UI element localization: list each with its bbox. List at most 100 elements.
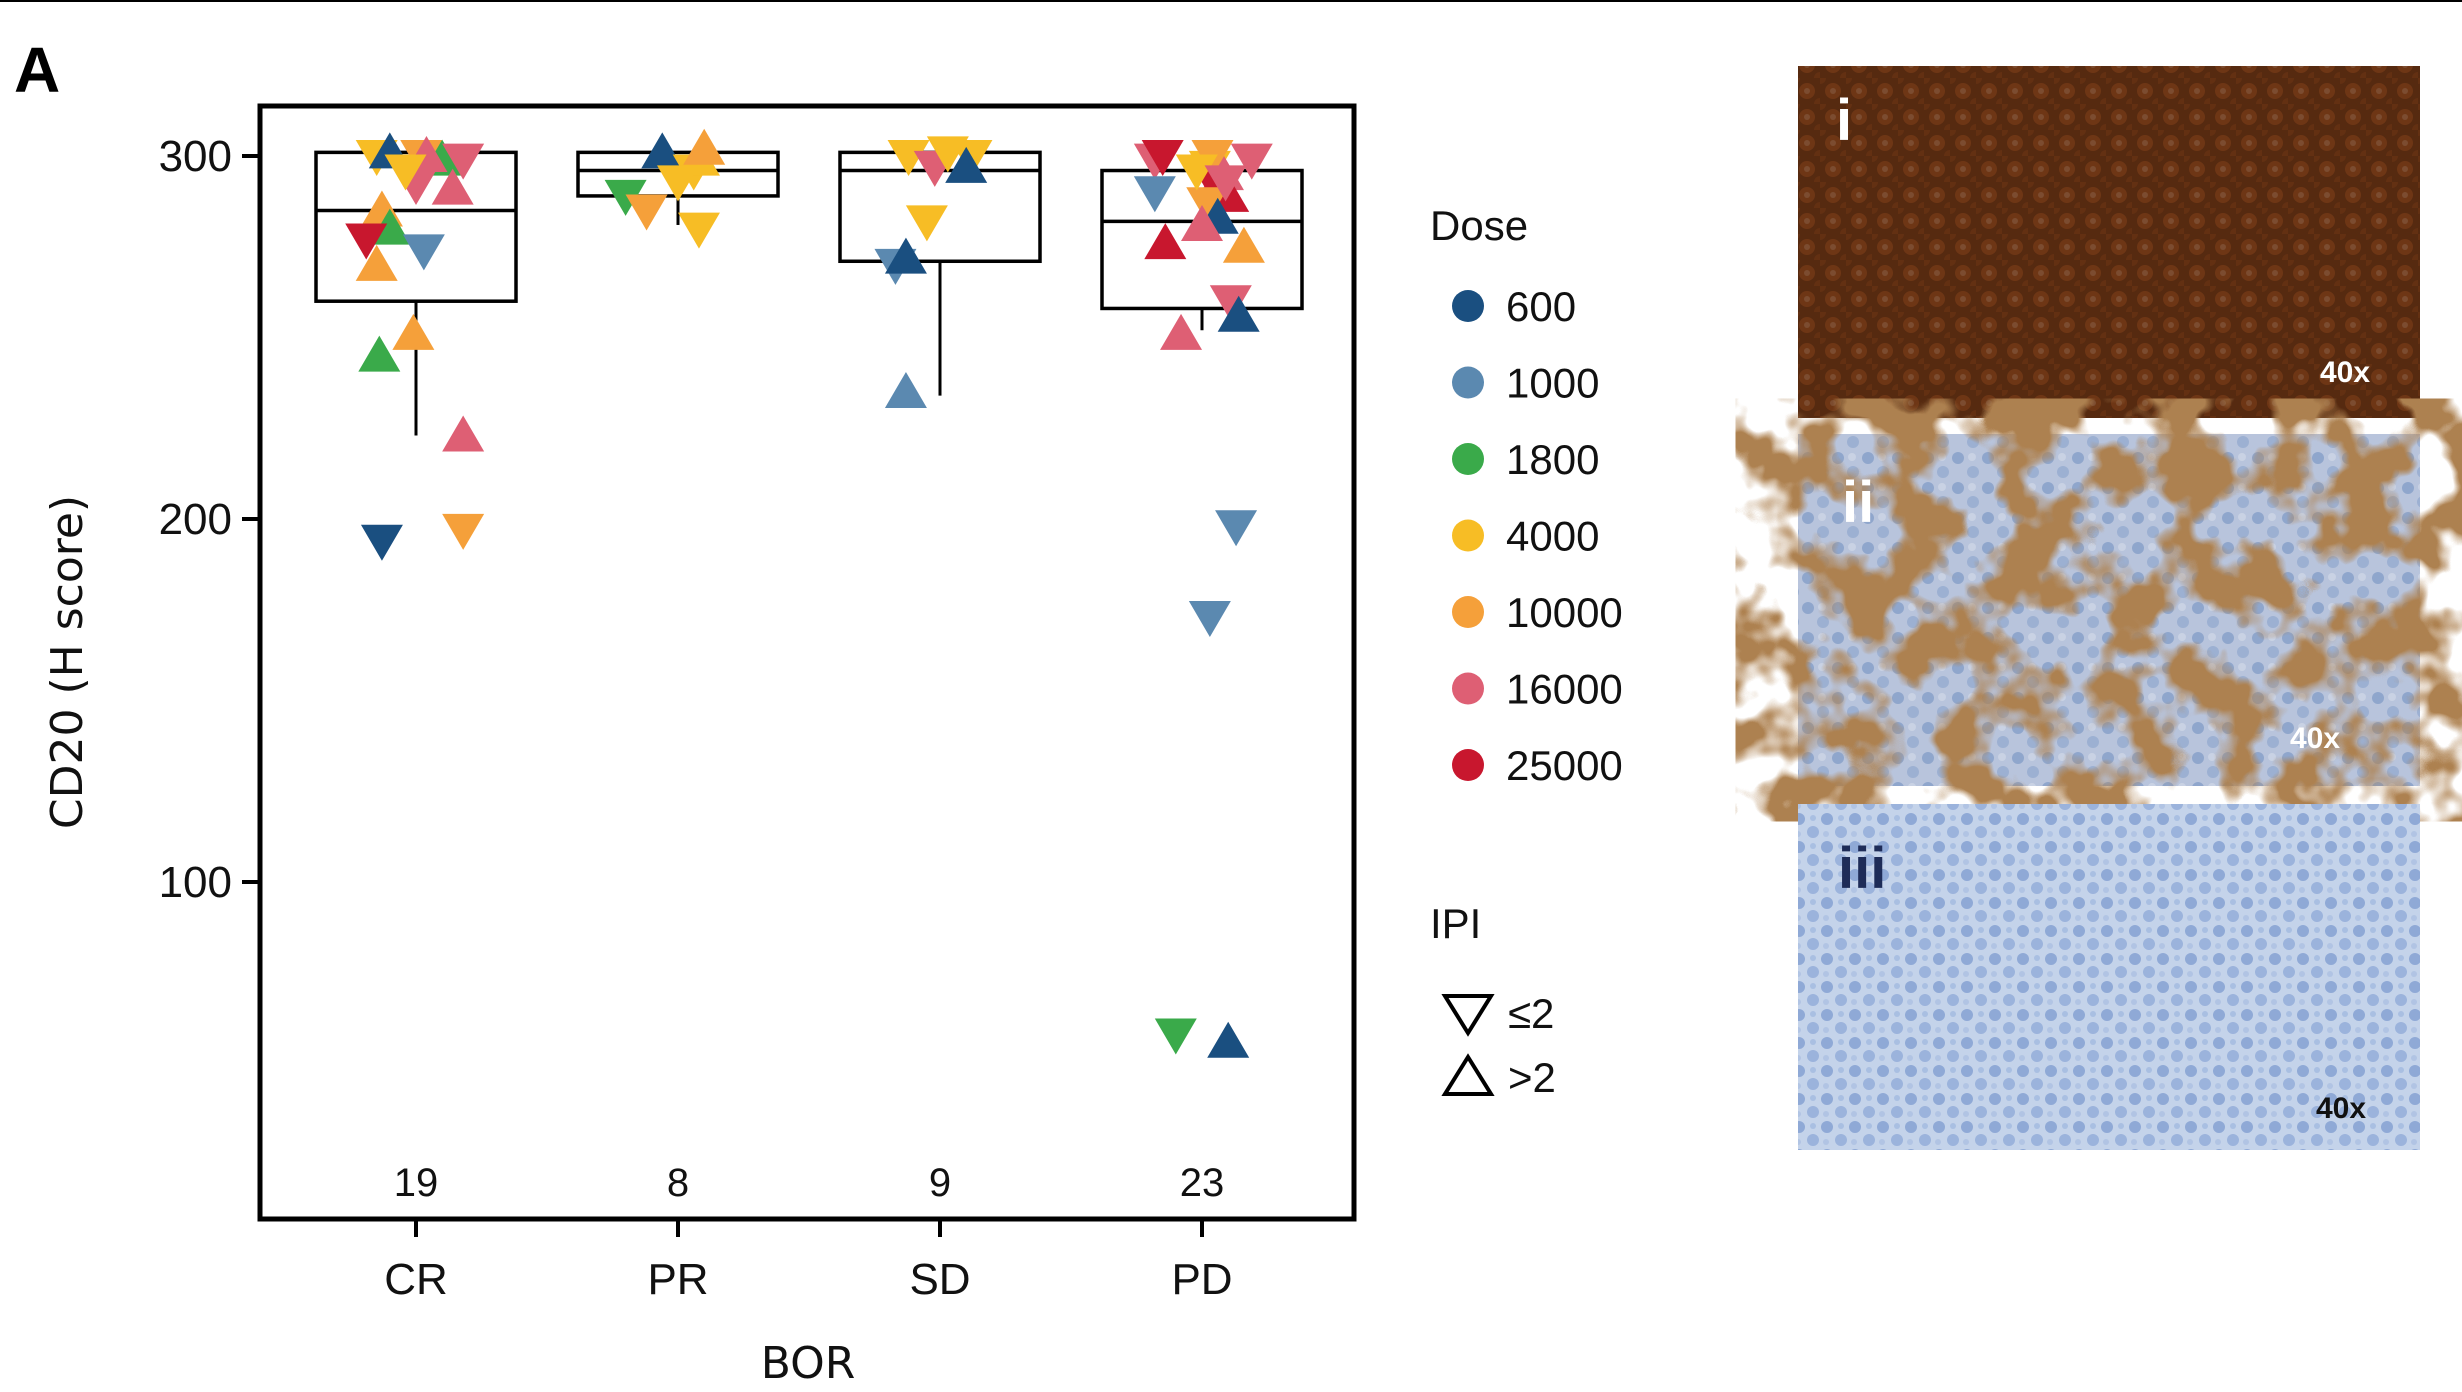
data-point — [1181, 204, 1223, 241]
data-point — [1175, 154, 1218, 191]
micrograph-i-magnification: 40x — [2320, 356, 2370, 389]
x-axis-title: BOR — [761, 1338, 856, 1389]
panel-label: A — [14, 34, 60, 106]
group-count-label: 8 — [667, 1161, 689, 1205]
data-point — [1222, 226, 1265, 263]
data-point — [1215, 510, 1258, 547]
data-point — [1133, 176, 1176, 213]
micrograph-iii-label: iii — [1838, 836, 1886, 901]
y-tick-label: 100 — [159, 858, 232, 907]
data-point — [604, 179, 647, 216]
legend-dose-label: 4000 — [1506, 513, 1599, 560]
data-point — [1188, 601, 1231, 638]
data-point — [884, 237, 927, 274]
data-point — [442, 513, 485, 550]
data-point — [1160, 313, 1203, 350]
data-point — [442, 415, 485, 452]
x-tick-label: CR — [384, 1255, 448, 1304]
legend-dose-swatch — [1452, 443, 1484, 475]
data-point — [905, 205, 948, 242]
data-point — [358, 335, 401, 372]
plot-frame — [257, 103, 1357, 1222]
micrograph-ii-magnification: 40x — [2290, 722, 2340, 755]
legend-ipi-label: >2 — [1508, 1054, 1556, 1101]
legend-dose-item: 600 — [1452, 283, 1576, 330]
data-point — [1186, 187, 1229, 224]
legend-dose-swatch — [1452, 290, 1484, 322]
legend-dose-swatch — [1452, 672, 1484, 705]
legend-dose-label: 25000 — [1506, 742, 1623, 789]
micrograph-i-label: i — [1836, 88, 1852, 153]
group-count-label: 9 — [929, 1161, 951, 1205]
micrograph-i: i 40x — [1798, 66, 2420, 418]
y-axis-title: CD20 (H score) — [42, 495, 93, 829]
legend-dose-label: 1000 — [1506, 360, 1599, 407]
micrograph-ii-stain — [1798, 434, 2420, 786]
legend-dose-item: 10000 — [1452, 589, 1623, 636]
micrograph-ii: ii 40x — [1798, 434, 2420, 786]
x-axis: CR PR SD PD — [384, 1219, 1233, 1304]
box-sd — [838, 150, 1042, 396]
legend-dose-title: Dose — [1430, 202, 1528, 249]
data-point — [1154, 1018, 1197, 1055]
x-tick-label: SD — [909, 1255, 970, 1304]
data-point — [641, 132, 684, 169]
legend-dose-label: 10000 — [1506, 589, 1623, 636]
micrograph-panels: i 40x ii 40x iii 40x — [1798, 66, 2420, 1150]
data-point — [945, 146, 988, 183]
legend-dose-item: 25000 — [1452, 742, 1623, 789]
legend-dose-label: 16000 — [1506, 666, 1623, 713]
data-point — [402, 234, 445, 271]
data-point — [677, 212, 720, 249]
legend-dose-swatch — [1452, 519, 1484, 552]
data-point — [1230, 143, 1273, 180]
legend-dose-label: 1800 — [1506, 436, 1599, 483]
micrograph-ii-label: ii — [1842, 470, 1874, 535]
legend-ipi-items: ≤2>2 — [1441, 990, 1556, 1101]
data-point — [1144, 223, 1187, 260]
box-plot: 100 200 300 CR PR SD PD 19 8 9 23 BOR CD20 (H sc… — [42, 103, 1357, 1389]
data-point — [1204, 165, 1247, 202]
y-tick-label: 200 — [159, 495, 232, 544]
data-point — [1217, 295, 1260, 332]
legend-dose-swatch — [1452, 749, 1484, 781]
group-count-label: 23 — [1180, 1161, 1225, 1205]
legend-ipi-item: ≤2 — [1441, 990, 1554, 1037]
legend-dose-item: 1000 — [1452, 360, 1599, 407]
legend-ipi-title: IPI — [1430, 900, 1481, 947]
triangle-up-icon — [1441, 1053, 1495, 1096]
group-count-label: 19 — [394, 1161, 439, 1205]
legend-dose-item: 16000 — [1452, 666, 1623, 713]
data-point — [345, 223, 388, 260]
triangle-down-icon — [1441, 994, 1495, 1037]
legend-ipi-item: >2 — [1441, 1053, 1556, 1101]
legend-dose-items: 600 1000 1800 4000 10000 16000 25000 — [1452, 283, 1623, 789]
legend-dose-item: 4000 — [1452, 513, 1599, 560]
micrograph-i-shade — [1798, 66, 2420, 418]
y-tick-label: 300 — [159, 132, 232, 181]
data-point — [887, 140, 930, 176]
data-point — [392, 313, 435, 350]
data-point — [683, 128, 726, 165]
micrograph-iii: iii 40x — [1798, 804, 2420, 1150]
data-point — [1207, 1021, 1250, 1058]
points-layer — [345, 128, 1273, 1058]
data-point — [442, 143, 485, 180]
data-point — [355, 244, 398, 281]
micrograph-iii-magnification: 40x — [2316, 1092, 2366, 1125]
x-tick-label: PR — [647, 1255, 708, 1304]
data-point — [625, 194, 668, 231]
group-counts: 19 8 9 23 — [394, 1161, 1225, 1205]
data-point — [884, 371, 927, 408]
x-tick-label: PD — [1171, 1255, 1232, 1304]
data-point — [657, 165, 699, 202]
micrograph-iii-image — [1798, 804, 2420, 1150]
data-point — [926, 136, 969, 173]
legend-dose-swatch — [1452, 366, 1484, 399]
data-point — [1141, 140, 1184, 176]
micrograph-i-image — [1798, 66, 2420, 418]
data-point — [431, 168, 474, 205]
legend-dose-label: 600 — [1506, 283, 1576, 330]
data-point — [360, 524, 403, 561]
